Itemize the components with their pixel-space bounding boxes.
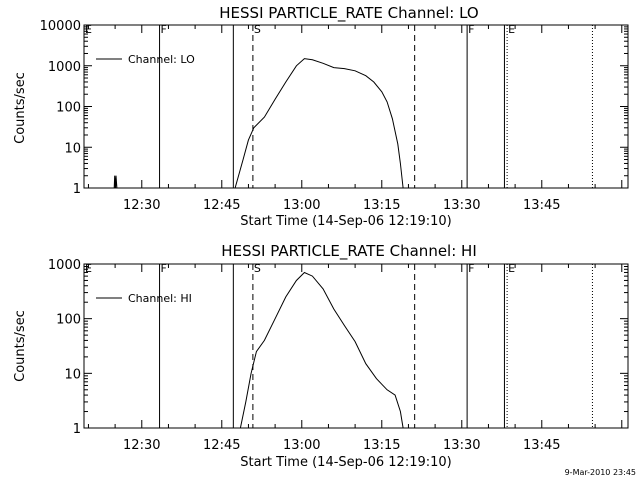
y-axis-label: Counts/sec (13, 72, 28, 144)
y-tick-label: 1000 (48, 60, 81, 75)
y-tick-label: 10 (64, 367, 81, 382)
x-tick-label: 12:45 (203, 198, 240, 213)
y-tick-label: 10000 (40, 19, 81, 34)
x-tick-label: 13:00 (283, 438, 320, 453)
marker-label: F (468, 23, 474, 36)
axes-frame (83, 24, 629, 189)
x-tick-label: 13:15 (363, 438, 400, 453)
y-axis-label: Counts/sec (13, 310, 28, 382)
marker-label: E (85, 23, 92, 36)
x-tick-label: 13:30 (443, 438, 480, 453)
x-axis-label: Start Time (14-Sep-06 12:19:10) (240, 214, 451, 229)
x-tick-label: 12:30 (123, 198, 160, 213)
x-tick-label: 13:30 (443, 198, 480, 213)
legend-entry: Channel: HI (128, 292, 192, 305)
y-tick-label: 1 (73, 182, 81, 197)
marker-label: F (161, 23, 167, 36)
marker-label: E (508, 23, 515, 36)
marker-label: S (254, 262, 261, 275)
x-tick-label: 13:45 (523, 438, 560, 453)
footer-timestamp: 9-Mar-2010 23:45 (565, 468, 636, 477)
series-line (113, 175, 118, 189)
y-tick-label: 10 (64, 141, 81, 156)
marker-label: E (85, 262, 92, 275)
marker-label: E (508, 262, 515, 275)
y-tick-label: 100 (56, 101, 81, 116)
x-axis-label: Start Time (14-Sep-06 12:19:10) (240, 455, 451, 470)
plot-panel-lo: 1 10 100 1000 10000 12:30 12:45 13:00 13:15 13:30… (40, 19, 629, 213)
series-line (234, 58, 404, 189)
marker-label: S (254, 23, 261, 36)
series-line (239, 271, 404, 429)
x-tick-label: 12:30 (123, 438, 160, 453)
chart-title: HESSI PARTICLE_RATE Channel: HI (221, 242, 477, 261)
y-tick-label: 1000 (48, 258, 81, 273)
axes-frame (83, 263, 629, 429)
x-tick-label: 13:15 (363, 198, 400, 213)
marker-label: F (468, 262, 474, 275)
x-tick-label: 13:00 (283, 198, 320, 213)
y-tick-label: 100 (56, 313, 81, 328)
y-tick-label: 1 (73, 422, 81, 437)
x-tick-label: 13:45 (523, 198, 560, 213)
marker-label: F (161, 262, 167, 275)
x-tick-label: 12:45 (203, 438, 240, 453)
chart-title: HESSI PARTICLE_RATE Channel: LO (219, 4, 478, 23)
legend-entry: Channel: LO (128, 53, 195, 66)
plot-panel-hi: 1 10 100 1000 12:30 12:45 13:00 13:15 13:30 13:45… (48, 258, 629, 453)
